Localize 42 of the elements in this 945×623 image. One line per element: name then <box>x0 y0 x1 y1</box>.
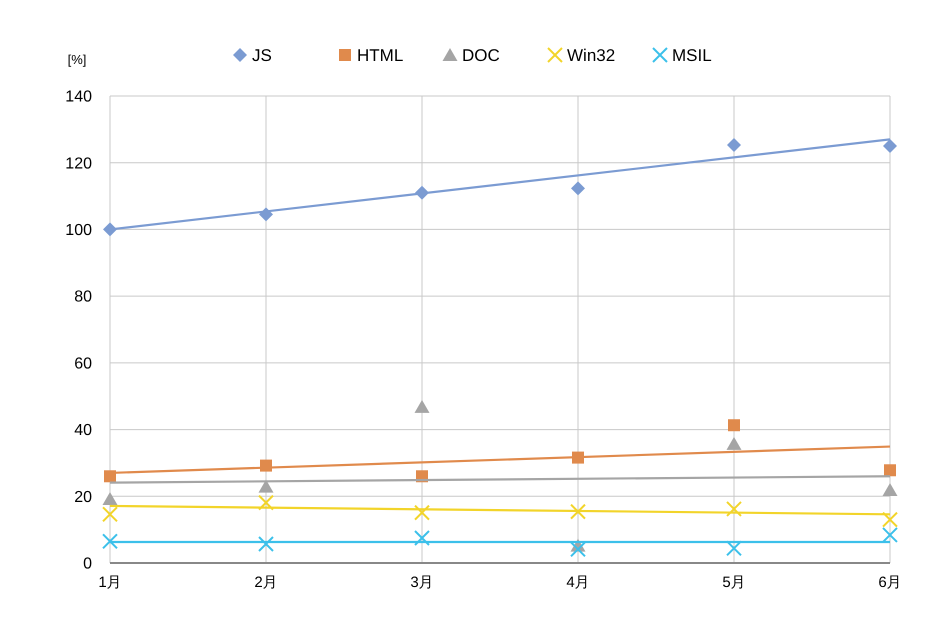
point <box>882 482 898 496</box>
point <box>102 506 118 522</box>
point <box>726 500 742 517</box>
point <box>884 464 896 476</box>
y-tick-label: 80 <box>74 288 92 306</box>
legend-label: MSIL <box>672 46 712 65</box>
legend-label: Win32 <box>567 46 616 65</box>
x-tick-label: 3月 <box>410 574 434 591</box>
x-tick-label: 2月 <box>254 574 278 591</box>
point <box>882 526 898 543</box>
y-tick-label: 60 <box>74 355 92 372</box>
point <box>726 436 742 450</box>
point <box>414 400 430 413</box>
y-tick-label: 140 <box>65 88 92 106</box>
point <box>414 530 430 546</box>
point <box>258 480 274 493</box>
x-tick-label: 6月 <box>878 574 902 591</box>
x-tick-label: 1月 <box>98 574 122 591</box>
y-tick-label: 120 <box>65 155 92 172</box>
legend-label: JS <box>252 46 272 65</box>
y-tick-label: 20 <box>74 488 92 506</box>
point <box>102 533 118 550</box>
point <box>882 512 898 528</box>
y-tick-label: 40 <box>74 422 92 440</box>
point <box>570 541 586 558</box>
point <box>728 419 740 432</box>
point <box>571 181 585 196</box>
legend-label: HTML <box>357 46 404 65</box>
point <box>883 139 897 154</box>
x-tick-label: 5月 <box>722 574 746 591</box>
y-axis-title: [%] <box>68 52 86 67</box>
point <box>258 494 274 511</box>
point <box>727 138 741 152</box>
x-tick-label: 4月 <box>566 574 590 591</box>
point <box>570 504 586 520</box>
point <box>102 492 118 505</box>
point <box>414 504 430 521</box>
legend-label: DOC <box>462 46 500 65</box>
y-tick-label: 0 <box>83 556 92 573</box>
y-tick-label: 100 <box>65 222 92 240</box>
point <box>726 540 742 556</box>
point <box>258 536 274 552</box>
